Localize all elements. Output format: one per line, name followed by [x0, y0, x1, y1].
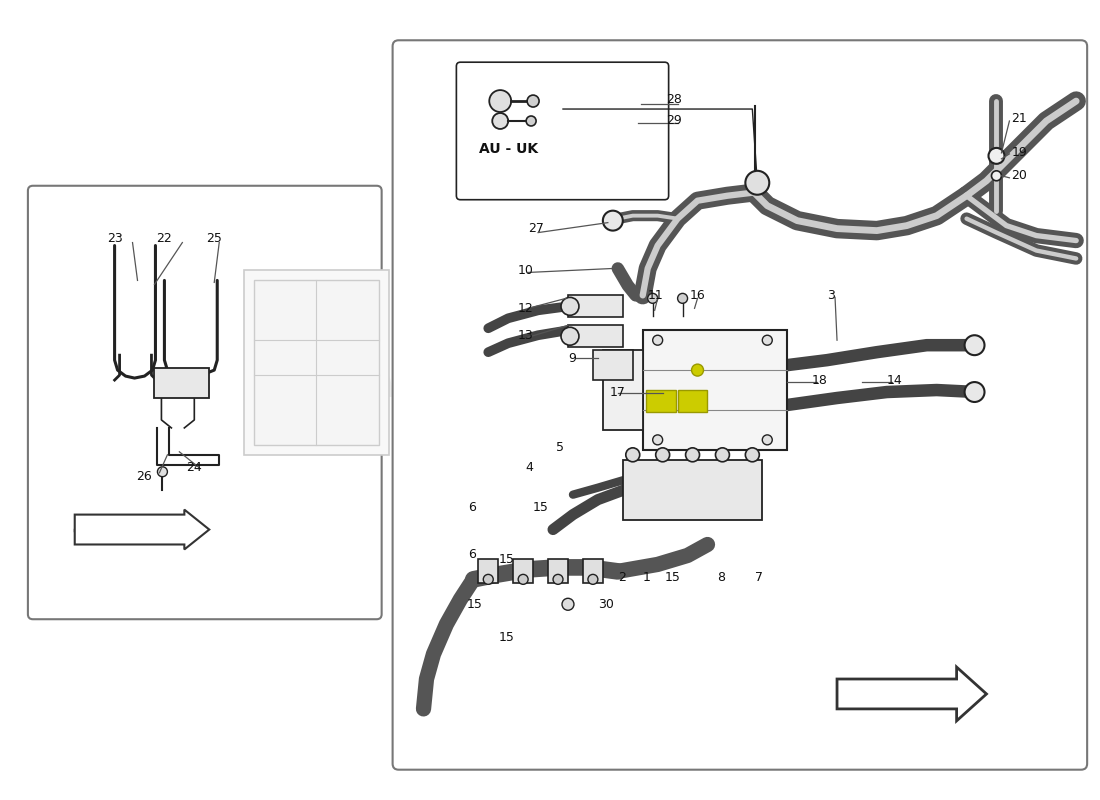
Circle shape: [561, 327, 579, 345]
Circle shape: [678, 294, 688, 303]
Circle shape: [490, 90, 512, 112]
Text: a passion for quality since 1985: a passion for quality since 1985: [480, 460, 835, 480]
Bar: [244, 270, 388, 455]
Text: 5: 5: [556, 442, 564, 454]
Circle shape: [762, 335, 772, 345]
Text: 17: 17: [609, 386, 626, 398]
Text: 11: 11: [648, 289, 663, 302]
Circle shape: [157, 466, 167, 477]
Bar: [478, 559, 498, 583]
Text: 14: 14: [887, 374, 903, 386]
Bar: [568, 295, 623, 318]
Circle shape: [965, 382, 985, 402]
Text: 9: 9: [568, 352, 576, 365]
Text: 23: 23: [107, 232, 122, 245]
Bar: [646, 390, 675, 412]
Circle shape: [746, 448, 759, 462]
Bar: [254, 281, 378, 445]
Bar: [593, 350, 632, 380]
Circle shape: [553, 574, 563, 584]
Circle shape: [526, 116, 536, 126]
Text: 27: 27: [528, 222, 544, 235]
Circle shape: [561, 298, 579, 315]
Text: AU - UK: AU - UK: [478, 142, 538, 156]
Circle shape: [493, 113, 508, 129]
Circle shape: [989, 148, 1004, 164]
Bar: [568, 326, 623, 347]
Circle shape: [518, 574, 528, 584]
Text: 7: 7: [756, 571, 763, 584]
Text: 3: 3: [827, 289, 835, 302]
Text: 8: 8: [717, 571, 726, 584]
Text: 18: 18: [812, 374, 828, 386]
Circle shape: [965, 335, 985, 355]
Text: 1: 1: [642, 571, 650, 584]
Text: 15: 15: [534, 501, 549, 514]
Circle shape: [652, 335, 662, 345]
Text: 29: 29: [666, 114, 681, 127]
Text: 19: 19: [1011, 146, 1027, 159]
Circle shape: [483, 574, 493, 584]
Circle shape: [626, 448, 640, 462]
Bar: [678, 390, 707, 412]
FancyBboxPatch shape: [28, 186, 382, 619]
Text: 10: 10: [518, 264, 534, 277]
Circle shape: [648, 294, 658, 303]
Bar: [548, 559, 568, 583]
Text: 15: 15: [664, 571, 681, 584]
Bar: [642, 330, 788, 450]
Circle shape: [762, 435, 772, 445]
Circle shape: [685, 448, 700, 462]
Bar: [514, 559, 534, 583]
Text: 4: 4: [525, 462, 533, 474]
Bar: [623, 460, 762, 519]
Polygon shape: [75, 510, 209, 550]
Text: 13: 13: [518, 329, 534, 342]
Text: 12: 12: [518, 302, 534, 315]
Text: 20: 20: [1011, 170, 1027, 182]
Circle shape: [603, 210, 623, 230]
Text: 6: 6: [469, 548, 476, 561]
Circle shape: [656, 448, 670, 462]
Circle shape: [746, 171, 769, 194]
FancyBboxPatch shape: [456, 62, 669, 200]
Circle shape: [587, 574, 598, 584]
FancyBboxPatch shape: [393, 40, 1087, 770]
Text: europarts: europarts: [312, 330, 1003, 450]
Text: 6: 6: [469, 501, 476, 514]
Text: 25: 25: [207, 232, 222, 245]
Circle shape: [527, 95, 539, 107]
Circle shape: [715, 448, 729, 462]
Circle shape: [562, 598, 574, 610]
Text: 16: 16: [690, 289, 705, 302]
Bar: [603, 350, 642, 430]
Text: 2: 2: [618, 571, 626, 584]
Text: 15: 15: [466, 598, 482, 610]
Text: 15: 15: [498, 553, 514, 566]
Circle shape: [991, 171, 1001, 181]
Text: 28: 28: [666, 93, 682, 106]
Bar: [154, 368, 209, 398]
Text: 24: 24: [186, 462, 202, 474]
Text: 15: 15: [498, 630, 514, 644]
Circle shape: [652, 435, 662, 445]
Circle shape: [692, 364, 704, 376]
Text: 21: 21: [1011, 113, 1027, 126]
Polygon shape: [837, 667, 987, 721]
Text: 22: 22: [156, 232, 173, 245]
Text: 26: 26: [136, 470, 153, 483]
Bar: [583, 559, 603, 583]
Text: 30: 30: [598, 598, 614, 610]
